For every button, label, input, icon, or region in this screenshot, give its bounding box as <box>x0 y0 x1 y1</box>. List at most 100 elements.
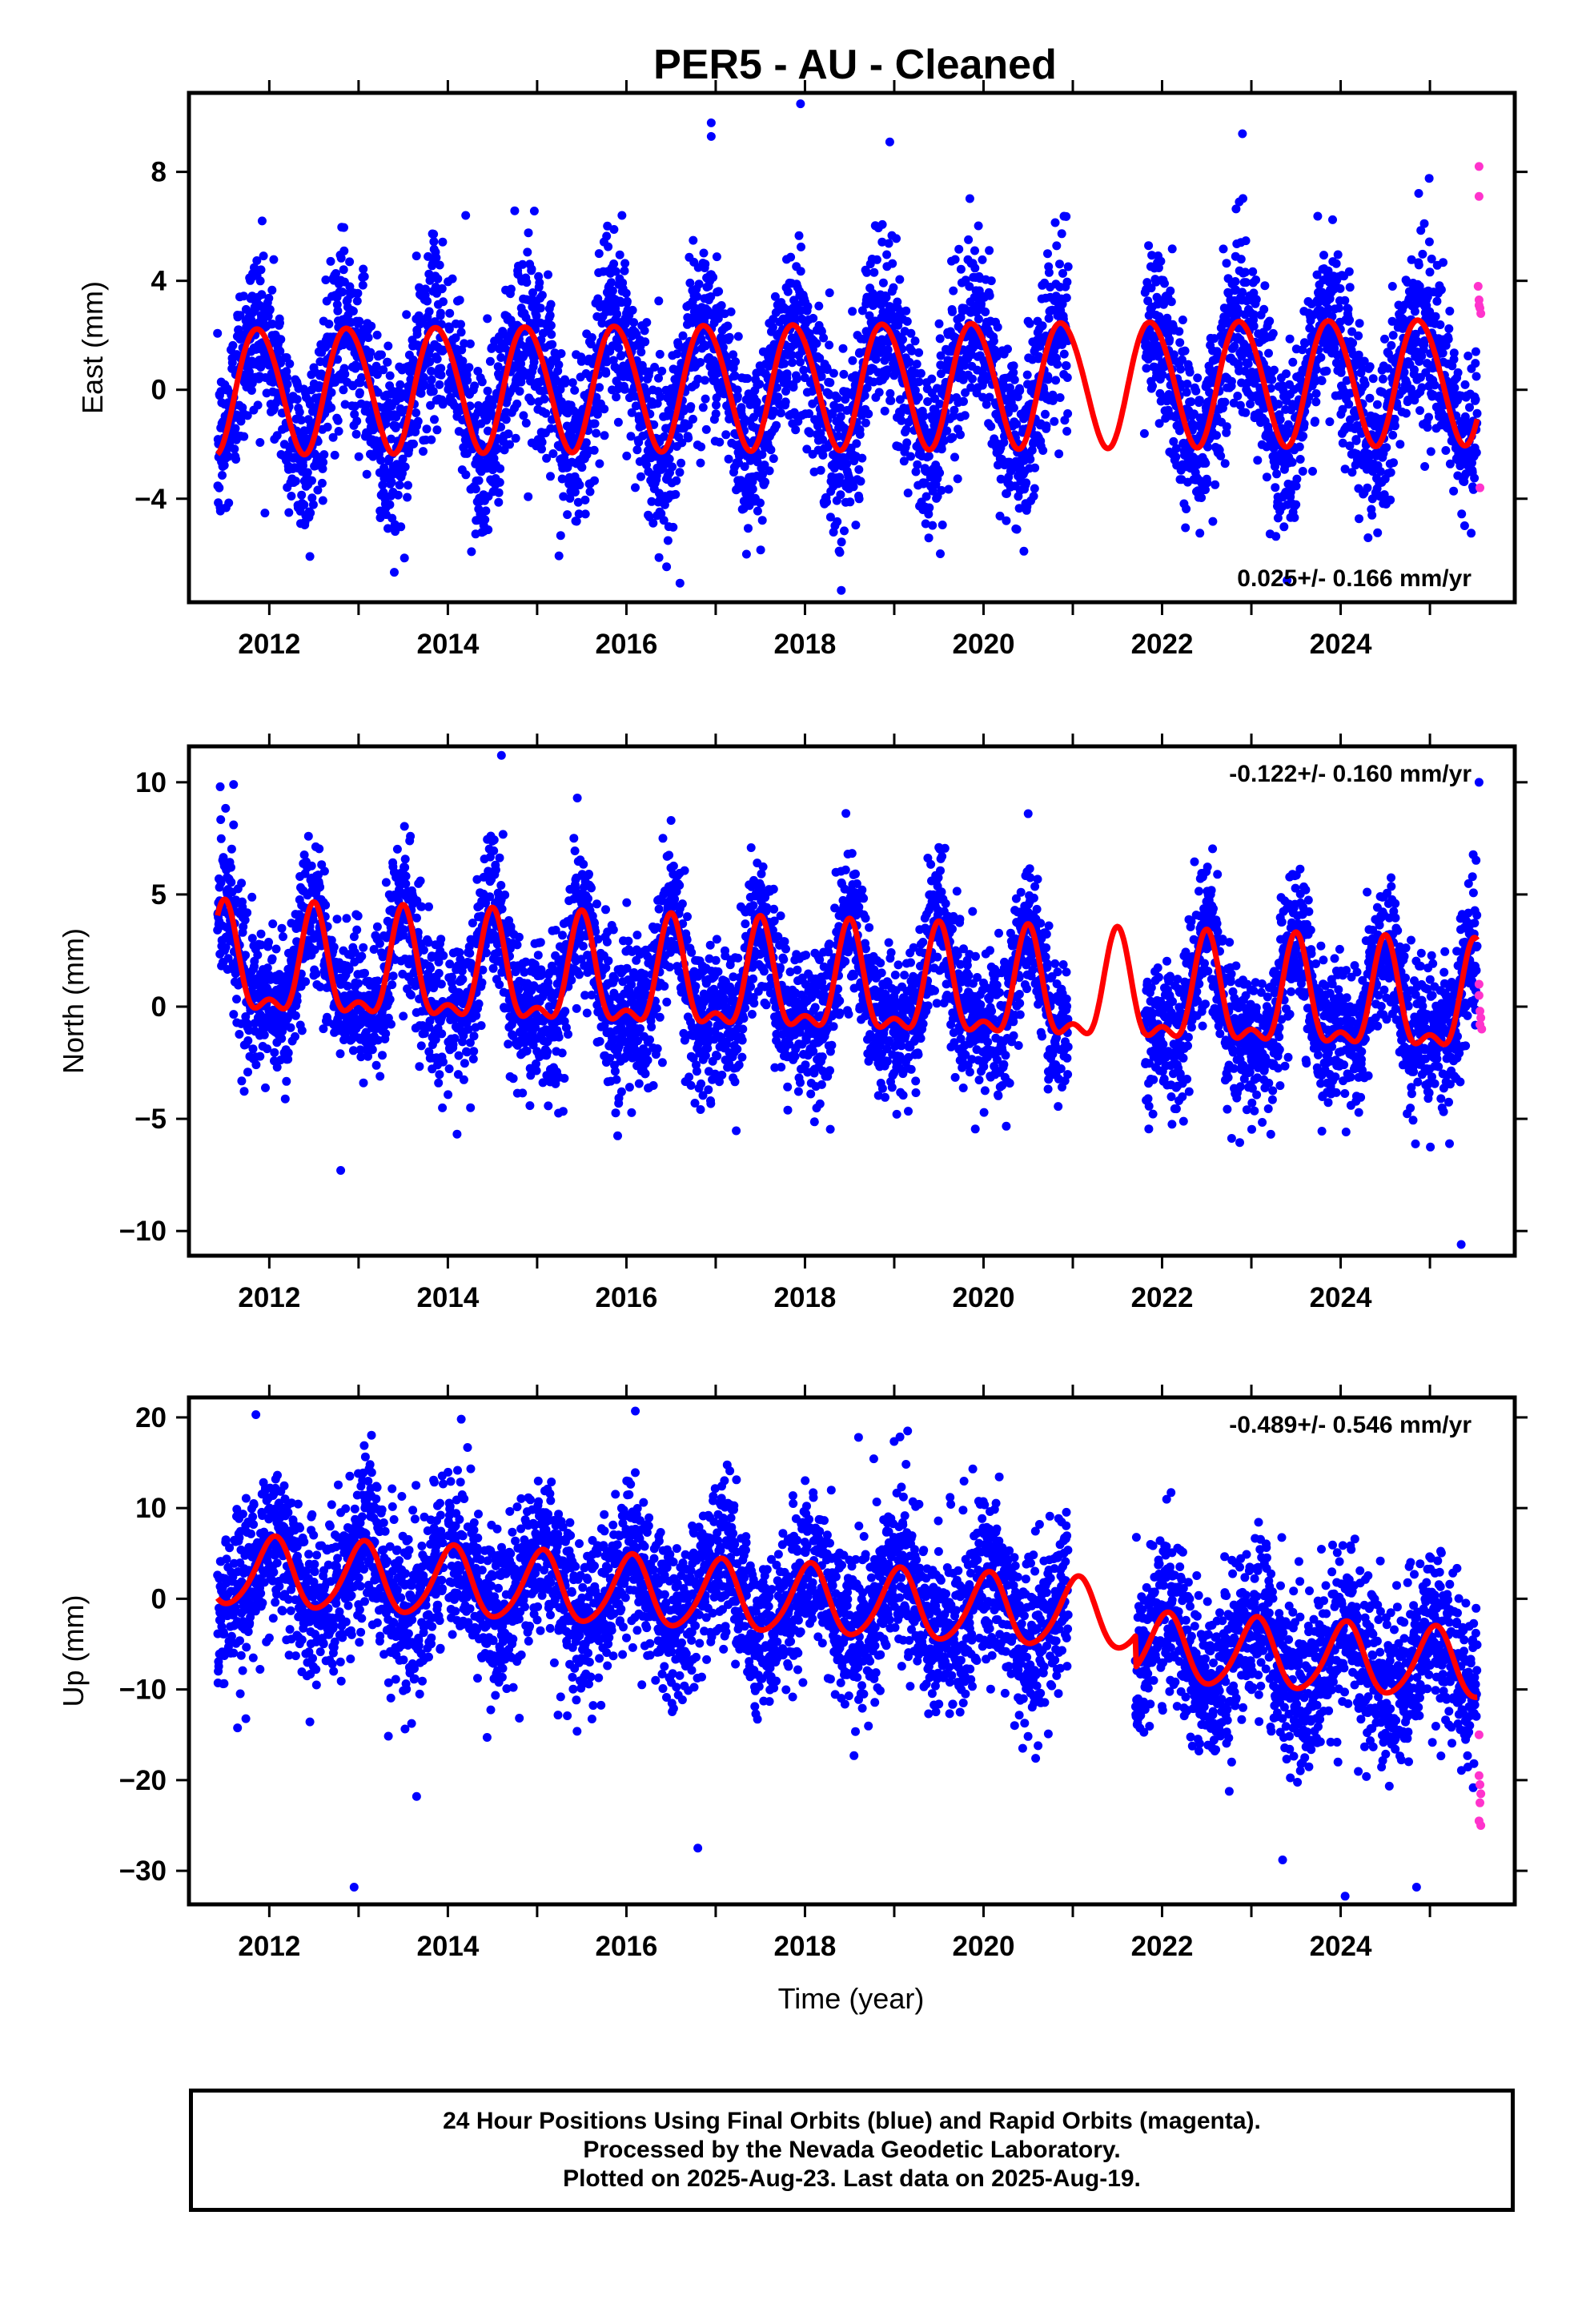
data-point <box>743 374 753 384</box>
data-point <box>715 437 725 447</box>
data-point <box>398 454 408 464</box>
data-point <box>877 219 887 229</box>
data-point <box>828 409 837 419</box>
data-point <box>1345 283 1355 292</box>
data-point <box>675 468 685 477</box>
data-point <box>470 381 480 391</box>
data-point <box>363 333 373 343</box>
data-point <box>324 320 334 329</box>
data-point <box>657 366 667 376</box>
data-point <box>723 321 733 331</box>
data-point <box>1457 509 1467 519</box>
data-point <box>1418 249 1427 259</box>
data-point <box>291 476 300 486</box>
data-point <box>954 244 964 254</box>
data-point <box>669 522 678 532</box>
data-point <box>949 286 958 296</box>
data-point <box>766 445 776 455</box>
data-point <box>1050 416 1059 426</box>
data-point <box>464 363 474 372</box>
data-point <box>773 392 783 402</box>
data-point <box>631 483 640 493</box>
data-point <box>1175 338 1185 348</box>
data-point <box>527 264 536 274</box>
data-point <box>1292 474 1302 484</box>
data-point <box>937 444 946 454</box>
data-point <box>522 278 532 287</box>
data-point <box>483 426 492 436</box>
data-point <box>726 307 736 316</box>
data-point <box>435 260 444 270</box>
data-point <box>1253 456 1263 465</box>
data-point <box>607 278 616 287</box>
data-point <box>942 426 952 436</box>
data-point <box>817 372 826 381</box>
data-point <box>718 343 728 352</box>
data-point <box>684 433 693 443</box>
data-point <box>948 307 957 316</box>
data-point <box>432 253 441 263</box>
data-point <box>528 288 537 297</box>
data-point <box>448 274 457 283</box>
data-point <box>429 237 439 247</box>
data-point <box>652 399 662 408</box>
data-point <box>1053 360 1062 369</box>
data-point <box>1063 262 1073 271</box>
data-point <box>283 380 292 389</box>
data-point <box>496 353 506 362</box>
data-point <box>1388 430 1398 440</box>
data-point <box>776 408 785 418</box>
data-point <box>733 385 742 395</box>
data-point <box>786 252 796 262</box>
data-point <box>656 509 666 518</box>
data-point <box>974 221 983 231</box>
data-point <box>1227 376 1236 386</box>
data-point <box>1472 408 1482 418</box>
data-point <box>1401 408 1411 418</box>
data-point <box>757 516 767 525</box>
data-point <box>334 427 343 436</box>
data-point <box>712 252 721 262</box>
data-point <box>1414 189 1423 198</box>
data-point <box>950 452 959 462</box>
data-point <box>916 368 926 378</box>
data-point <box>1425 267 1435 277</box>
data-point <box>524 228 533 238</box>
data-point <box>660 432 669 441</box>
data-point <box>377 350 386 360</box>
data-point <box>874 388 884 397</box>
data-point <box>986 276 996 286</box>
data-point <box>901 306 911 316</box>
data-point <box>602 231 612 241</box>
data-point <box>1062 211 1071 221</box>
data-point <box>339 223 348 232</box>
data-point <box>250 263 259 272</box>
data-point <box>848 356 857 365</box>
data-point <box>825 288 834 298</box>
data-point <box>385 371 395 380</box>
data-point <box>1030 484 1039 493</box>
data-point <box>216 834 226 843</box>
rapid-point <box>1473 281 1483 291</box>
data-point <box>391 423 400 432</box>
data-point <box>712 400 721 410</box>
data-point <box>892 234 901 243</box>
data-point <box>256 265 266 275</box>
data-point <box>541 408 551 418</box>
data-point <box>412 251 421 261</box>
data-point <box>713 314 723 324</box>
data-point <box>257 290 267 300</box>
data-point <box>423 296 432 306</box>
data-point <box>1295 442 1304 452</box>
data-point <box>1308 467 1317 476</box>
data-point <box>1220 397 1230 407</box>
data-point <box>537 444 546 454</box>
data-point <box>1345 316 1355 325</box>
data-point <box>1264 348 1273 358</box>
data-point <box>1426 447 1435 456</box>
data-point <box>959 396 968 406</box>
data-point <box>1026 455 1035 464</box>
data-point <box>1042 421 1051 431</box>
data-point <box>1378 374 1387 384</box>
data-point <box>485 356 495 366</box>
